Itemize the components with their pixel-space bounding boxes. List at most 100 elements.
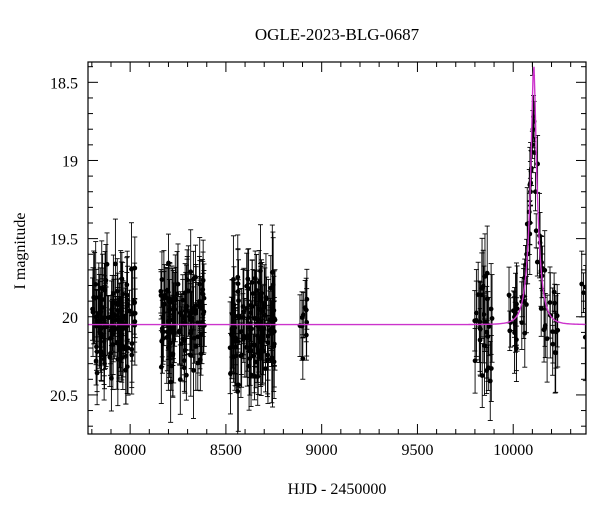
data-point [199, 305, 205, 311]
data-point [485, 334, 491, 339]
data-point [544, 336, 550, 342]
data-point [482, 343, 487, 349]
data-point [115, 308, 121, 313]
data-point [118, 345, 123, 351]
data-point [245, 276, 251, 282]
data-point [159, 277, 165, 282]
data-point [554, 313, 560, 319]
data-point [478, 326, 483, 332]
data-point [262, 312, 268, 318]
data-point [94, 370, 100, 376]
data-point [247, 303, 253, 308]
data-point [129, 352, 135, 358]
data-point [198, 351, 204, 357]
data-point [506, 292, 512, 298]
data-point [187, 310, 193, 315]
data-point [102, 287, 108, 293]
data-point [200, 287, 206, 292]
data-point [160, 329, 165, 335]
data-point [245, 333, 250, 339]
data-point [191, 367, 196, 373]
x-axis-label: HJD - 2450000 [288, 481, 387, 498]
data-point [272, 317, 278, 323]
data-point [534, 259, 540, 265]
data-point [269, 269, 275, 275]
data-point [163, 295, 169, 300]
data-point [541, 327, 547, 333]
data-point [193, 344, 199, 349]
data-point [482, 274, 488, 279]
data-point [166, 260, 171, 266]
data-point [511, 308, 516, 314]
data-point [264, 296, 269, 302]
data-point [183, 308, 189, 314]
x-tick-label: 10000 [493, 442, 533, 459]
data-point [484, 329, 490, 335]
data-point [178, 310, 184, 316]
data-point [168, 379, 174, 385]
data-point [171, 306, 177, 312]
data-point [193, 274, 198, 280]
data-point [130, 311, 135, 317]
y-tick-label: 19.5 [50, 232, 78, 249]
data-point [235, 289, 241, 295]
data-point [159, 338, 165, 344]
x-tick-label: 8500 [210, 442, 242, 459]
data-point [514, 337, 519, 343]
data-point [271, 341, 277, 347]
y-tick-label: 20 [62, 310, 78, 327]
data-point [488, 306, 494, 312]
data-point [109, 375, 114, 381]
data-point [258, 298, 264, 304]
data-point [124, 364, 130, 370]
data-point [101, 356, 107, 362]
data-point [555, 327, 561, 333]
y-tick-label: 20.5 [50, 388, 78, 405]
data-point [112, 313, 118, 319]
chart-title: OGLE-2023-BLG-0687 [255, 25, 420, 44]
data-point [95, 311, 101, 316]
data-point [582, 334, 586, 340]
x-tick-label: 9000 [306, 442, 338, 459]
data-point [252, 275, 258, 281]
data-point [191, 306, 196, 311]
y-tick-label: 19 [62, 153, 78, 170]
data-point [106, 315, 111, 321]
data-point [248, 348, 254, 353]
data-point [98, 325, 104, 331]
data-point [113, 261, 118, 267]
data-point [486, 324, 492, 329]
data-point [482, 319, 488, 325]
data-point [522, 330, 528, 336]
data-point [244, 283, 250, 289]
data-point [553, 350, 559, 356]
data-point [235, 389, 241, 394]
data-point [108, 351, 113, 356]
data-point [270, 282, 276, 288]
y-tick-label: 18.5 [50, 75, 78, 92]
data-point [533, 228, 539, 234]
data-point [241, 309, 247, 314]
data-point [188, 352, 194, 358]
data-point [488, 366, 494, 371]
y-axis-label: I magnitude [12, 213, 29, 290]
data-point [232, 313, 238, 319]
data-point [199, 331, 205, 337]
data-point [110, 291, 116, 296]
data-point [118, 314, 124, 319]
data-point [519, 320, 525, 326]
data-point [241, 333, 246, 339]
data-point [256, 279, 262, 285]
data-point [90, 306, 95, 312]
data-point [479, 373, 485, 378]
data-point [475, 292, 481, 298]
data-point [110, 332, 116, 337]
data-point [259, 290, 264, 296]
data-point [119, 355, 125, 361]
data-point [552, 300, 558, 306]
plot-area [88, 62, 586, 434]
data-point [258, 352, 264, 358]
data-point [125, 345, 131, 351]
data-point [231, 277, 236, 282]
